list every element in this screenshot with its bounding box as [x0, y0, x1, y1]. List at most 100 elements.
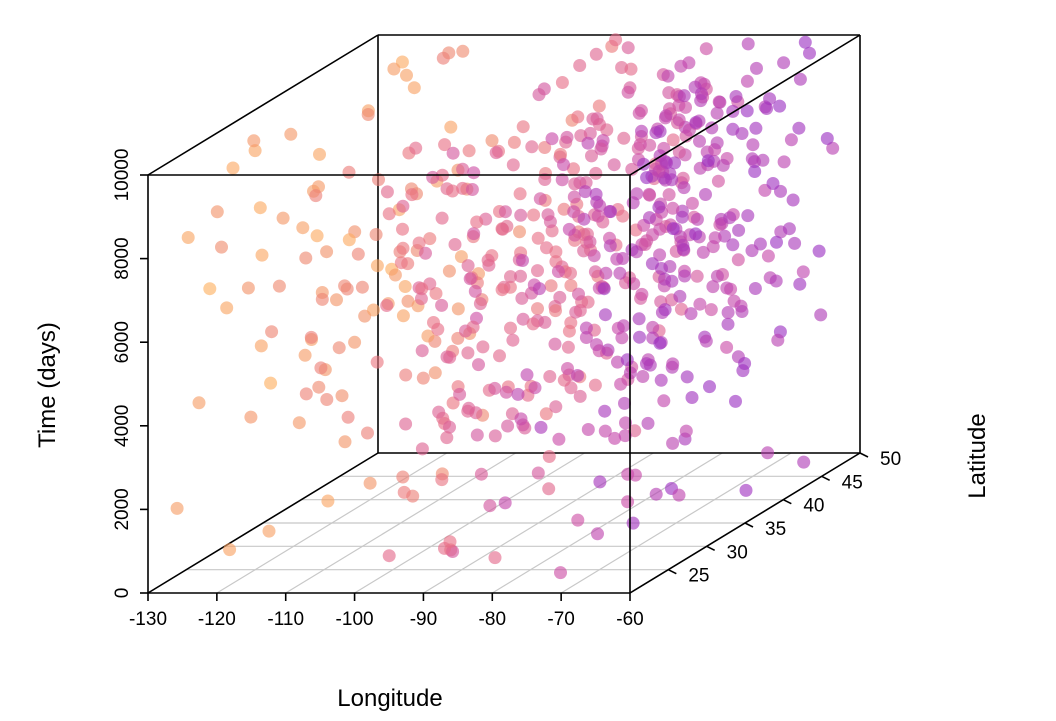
data-point — [407, 81, 421, 95]
data-point — [396, 309, 410, 323]
data-point — [771, 333, 785, 347]
data-point — [431, 322, 445, 336]
data-point — [272, 279, 286, 293]
data-point — [341, 410, 355, 424]
data-point — [516, 312, 530, 326]
data-point — [310, 229, 324, 243]
data-point — [773, 99, 787, 113]
data-point — [583, 235, 597, 249]
data-point — [382, 549, 396, 563]
data-point — [672, 488, 686, 502]
data-point — [710, 136, 724, 150]
data-point — [626, 516, 640, 530]
data-point — [532, 282, 546, 296]
data-point — [412, 236, 426, 250]
data-point — [446, 146, 460, 160]
data-point — [685, 196, 699, 210]
data-point — [745, 244, 759, 258]
data-point — [567, 190, 581, 204]
data-point — [348, 335, 362, 349]
data-point — [581, 136, 595, 150]
data-point — [571, 110, 585, 124]
data-point — [679, 424, 693, 438]
data-point — [637, 157, 651, 171]
data-point — [616, 252, 630, 265]
data-point — [621, 467, 635, 481]
data-point — [543, 215, 557, 229]
data-point — [220, 301, 234, 315]
data-point — [652, 164, 666, 178]
data-point — [640, 234, 654, 248]
data-point — [578, 185, 592, 199]
y-tick — [782, 498, 792, 505]
data-point — [741, 209, 755, 223]
data-point — [592, 99, 606, 113]
data-point — [560, 130, 574, 144]
data-point — [247, 134, 261, 148]
data-point — [630, 187, 644, 201]
x-axis-title: Longitude — [337, 685, 442, 712]
data-point — [561, 362, 574, 375]
data-point — [770, 235, 783, 249]
data-point — [706, 280, 720, 294]
data-point — [415, 344, 429, 358]
y-tick — [667, 568, 677, 575]
data-point — [609, 33, 623, 47]
data-point — [761, 446, 775, 460]
data-point — [588, 378, 602, 392]
data-point — [538, 141, 552, 154]
data-point — [456, 162, 470, 176]
data-point — [399, 417, 413, 431]
data-point — [689, 227, 703, 241]
data-point — [675, 210, 689, 224]
data-point — [398, 280, 412, 293]
data-point — [442, 264, 456, 278]
data-point — [587, 249, 601, 263]
data-point — [513, 225, 526, 239]
data-point — [643, 188, 657, 202]
data-point — [514, 269, 527, 283]
data-point — [399, 368, 413, 382]
data-point — [309, 189, 323, 203]
data-point — [690, 212, 704, 226]
data-point — [396, 199, 410, 213]
data-point — [504, 270, 517, 284]
data-point — [590, 338, 603, 352]
data-point — [666, 222, 680, 236]
data-point — [598, 424, 612, 438]
data-point — [545, 132, 559, 146]
data-point — [793, 277, 807, 291]
data-point — [615, 331, 629, 345]
data-point — [372, 173, 385, 187]
data-point — [396, 470, 410, 484]
data-point — [573, 59, 587, 72]
data-point — [355, 280, 369, 294]
box-front-edges — [147, 34, 861, 594]
data-point — [549, 400, 563, 414]
x-tick-label: -100 — [336, 609, 374, 630]
data-point — [443, 350, 457, 364]
data-point — [701, 154, 715, 168]
data-point — [766, 177, 780, 190]
data-point — [662, 188, 676, 202]
data-point — [474, 467, 488, 481]
data-point — [456, 44, 470, 58]
data-point — [552, 432, 566, 446]
data-point — [741, 37, 755, 51]
data-point — [564, 266, 577, 280]
data-point — [511, 387, 525, 401]
data-point — [756, 153, 770, 167]
data-point — [396, 241, 410, 255]
data-point — [826, 141, 840, 155]
data-point — [820, 132, 834, 145]
data-point — [690, 269, 704, 283]
data-point — [589, 187, 603, 201]
data-point — [591, 209, 605, 223]
data-point — [659, 109, 673, 123]
data-point — [314, 361, 328, 375]
data-point — [677, 181, 691, 195]
data-point — [498, 205, 512, 219]
data-point — [593, 475, 607, 489]
data-point — [812, 244, 826, 258]
data-point — [646, 320, 660, 334]
